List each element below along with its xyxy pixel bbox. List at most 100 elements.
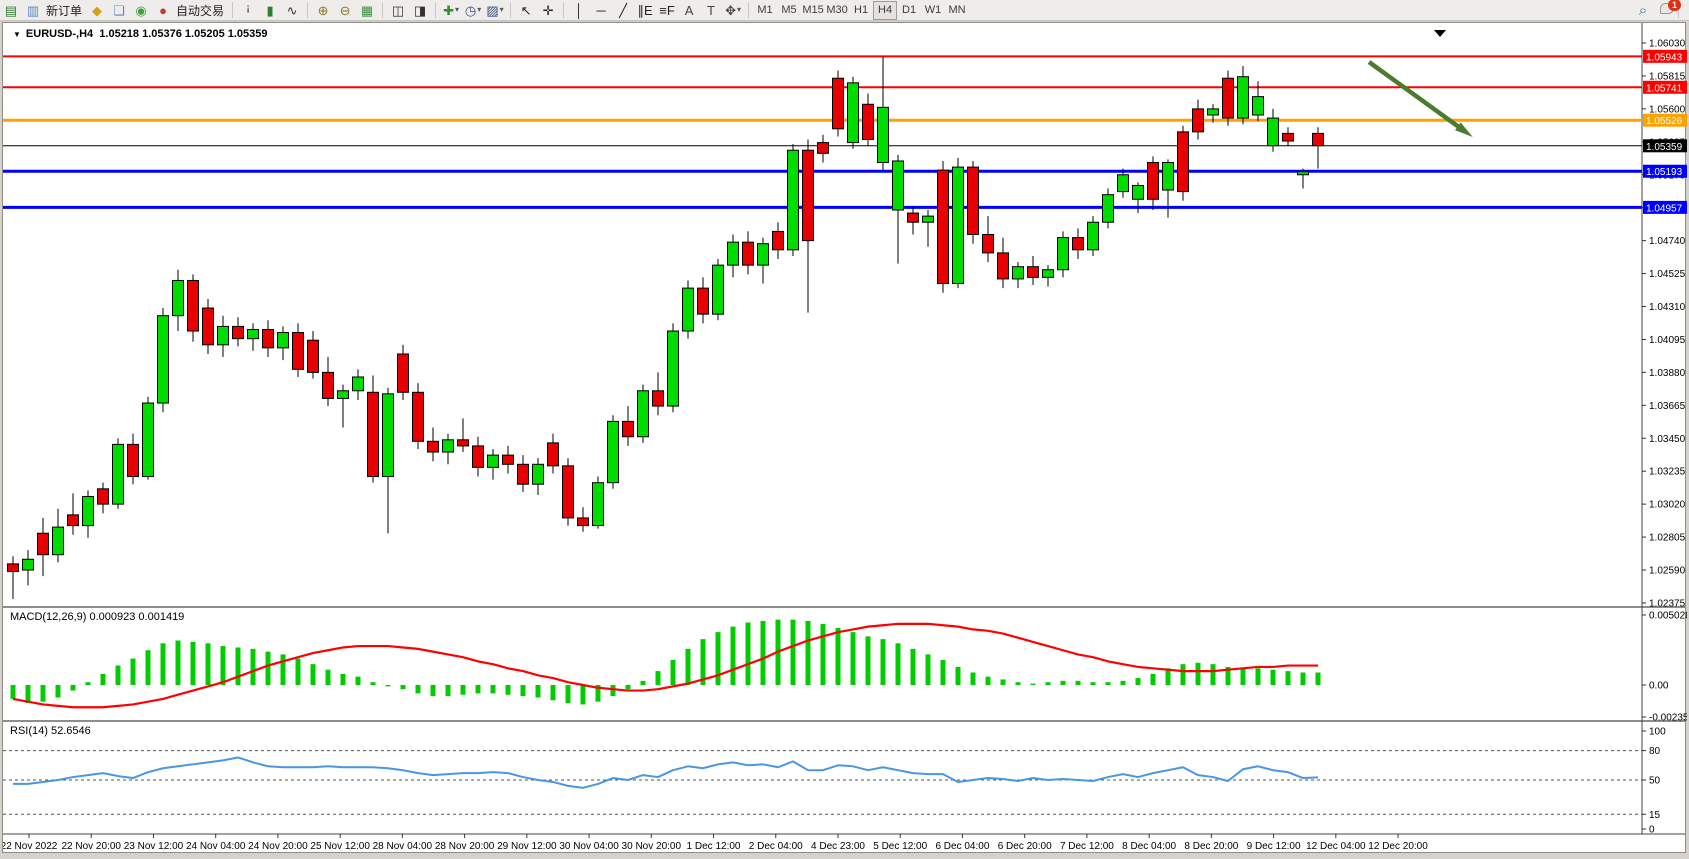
candle-body[interactable]: [697, 287, 709, 315]
time-tick-label[interactable]: 5 Dec 12:00: [873, 841, 927, 852]
chart-window[interactable]: ▼ EURUSD-,H4 1.05218 1.05376 1.05205 1.05…: [1, 22, 1689, 854]
arrows-tool-icon[interactable]: ✥ ▾: [723, 1, 743, 20]
time-tick-label[interactable]: 24 Nov 20:00: [248, 841, 308, 852]
candle-body[interactable]: [202, 307, 214, 346]
horizontal-line-icon[interactable]: ─: [591, 1, 611, 20]
time-tick-label[interactable]: 30 Nov 04:00: [559, 841, 619, 852]
candle-body[interactable]: [607, 420, 619, 484]
signals-icon[interactable]: ◉: [131, 1, 151, 20]
candle-body[interactable]: [502, 454, 514, 465]
candle-body[interactable]: [922, 215, 934, 223]
candle-body[interactable]: [1042, 269, 1054, 278]
candle-body[interactable]: [1162, 161, 1174, 191]
time-tick-label[interactable]: 28 Nov 20:00: [435, 841, 495, 852]
bar-chart-icon[interactable]: ꜟ: [238, 1, 258, 20]
candle-body[interactable]: [1117, 174, 1129, 193]
time-tick-label[interactable]: 6 Dec 04:00: [935, 841, 989, 852]
timeframe-button-m5[interactable]: M5: [781, 4, 797, 16]
candle-body[interactable]: [547, 442, 559, 467]
candle-body[interactable]: [1222, 77, 1234, 119]
time-tick-label[interactable]: 6 Dec 20:00: [998, 841, 1052, 852]
time-tick-label[interactable]: 24 Nov 04:00: [186, 841, 246, 852]
time-tick-label[interactable]: 29 Nov 12:00: [497, 841, 557, 852]
dropdown-caret-icon[interactable]: ▾: [736, 5, 741, 14]
time-tick-label[interactable]: 8 Dec 04:00: [1122, 841, 1176, 852]
zoom-in-icon[interactable]: ⊕: [313, 1, 333, 20]
periods-icon[interactable]: ◷ ▾: [463, 1, 483, 20]
candle-body[interactable]: [1207, 108, 1219, 116]
candle-body[interactable]: [472, 445, 484, 468]
candle-body[interactable]: [967, 166, 979, 235]
timeframe-button-m1[interactable]: M1: [757, 4, 773, 16]
time-tick-label[interactable]: 25 Nov 12:00: [310, 841, 370, 852]
text-icon[interactable]: A: [679, 1, 699, 20]
chart-title[interactable]: ▼ EURUSD-,H4 1.05218 1.05376 1.05205 1.05…: [13, 28, 268, 40]
time-tick-label[interactable]: 12 Dec 20:00: [1368, 841, 1428, 852]
candle-body[interactable]: [847, 82, 859, 144]
chart-profile-icon[interactable]: ◫: [388, 1, 408, 20]
candle-body[interactable]: [1312, 132, 1324, 147]
timeframe-button-m30[interactable]: M30: [826, 4, 848, 16]
candle-body[interactable]: [352, 376, 364, 392]
candle-body[interactable]: [532, 463, 544, 485]
history-center-icon[interactable]: ◆: [87, 1, 107, 20]
candle-body[interactable]: [97, 488, 109, 505]
candle-body[interactable]: [397, 353, 409, 393]
text-label-icon[interactable]: T: [701, 1, 721, 20]
candle-body[interactable]: [772, 230, 784, 251]
timeframe-button-h4[interactable]: H4: [873, 0, 898, 20]
templates-icon[interactable]: ▨ ▾: [485, 1, 505, 20]
candle-body[interactable]: [247, 328, 259, 340]
candle-body[interactable]: [667, 330, 679, 407]
candle-body[interactable]: [832, 77, 844, 130]
candle-body[interactable]: [892, 160, 904, 211]
line-chart-icon[interactable]: ∿: [282, 1, 302, 20]
new-order-button-label[interactable]: 新订单: [46, 3, 83, 18]
candle-body[interactable]: [622, 420, 634, 438]
candle-body[interactable]: [7, 563, 19, 573]
candle-body[interactable]: [1102, 194, 1114, 223]
candle-body[interactable]: [127, 443, 139, 478]
candle-body[interactable]: [637, 390, 649, 438]
candle-body[interactable]: [1012, 266, 1024, 280]
timeframe-button-h1[interactable]: H1: [854, 4, 869, 16]
vertical-line-icon[interactable]: │: [569, 1, 589, 20]
candle-body[interactable]: [952, 166, 964, 285]
chart-canvas[interactable]: 1.060301.058151.056001.053851.051701.049…: [1, 23, 1689, 854]
candle-body[interactable]: [487, 454, 499, 468]
time-tick-label[interactable]: 12 Dec 04:00: [1306, 841, 1366, 852]
candle-body[interactable]: [757, 243, 769, 266]
search-icon[interactable]: ⌕: [1638, 1, 1648, 19]
candle-body[interactable]: [817, 142, 829, 154]
candle-body[interactable]: [337, 390, 349, 399]
trendline-icon[interactable]: ╱: [613, 1, 633, 20]
candle-body[interactable]: [457, 439, 469, 447]
candle-body[interactable]: [262, 328, 274, 349]
chevron-down-icon[interactable]: ▼: [13, 30, 21, 39]
autotrading-button-label[interactable]: 自动交易: [176, 3, 225, 18]
timeframe-button-m15[interactable]: M15: [802, 4, 824, 16]
indicators-icon[interactable]: ✚ ▾: [441, 1, 461, 20]
candle-body[interactable]: [52, 526, 64, 556]
candle-body[interactable]: [1297, 171, 1309, 176]
candle-body[interactable]: [442, 439, 454, 453]
candle-body[interactable]: [1072, 237, 1084, 251]
time-tick-label[interactable]: 23 Nov 12:00: [124, 841, 184, 852]
candle-body[interactable]: [82, 495, 94, 527]
time-tick-label[interactable]: 22 Nov 20:00: [61, 841, 121, 852]
trend-arrow[interactable]: [1367, 60, 1465, 132]
time-tick-label[interactable]: 9 Dec 12:00: [1247, 841, 1301, 852]
candle-body[interactable]: [187, 279, 199, 332]
notifications-button[interactable]: 1: [1660, 0, 1681, 17]
candle-body[interactable]: [172, 279, 184, 317]
new-chart-icon[interactable]: ▤: [1, 1, 21, 20]
candle-body[interactable]: [1147, 161, 1159, 200]
candle-body[interactable]: [232, 325, 244, 340]
candle-body[interactable]: [37, 532, 49, 556]
time-tick-label[interactable]: 4 Dec 23:00: [811, 841, 865, 852]
candle-body[interactable]: [1057, 237, 1069, 271]
time-tick-label[interactable]: 28 Nov 04:00: [373, 841, 433, 852]
candle-body[interactable]: [682, 287, 694, 332]
candle-body[interactable]: [877, 106, 889, 163]
time-tick-label[interactable]: 30 Nov 20:00: [622, 841, 682, 852]
